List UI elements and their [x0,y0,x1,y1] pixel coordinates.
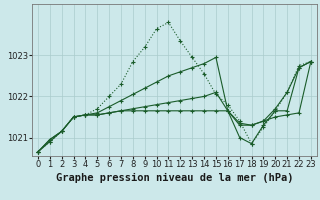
X-axis label: Graphe pression niveau de la mer (hPa): Graphe pression niveau de la mer (hPa) [56,173,293,183]
